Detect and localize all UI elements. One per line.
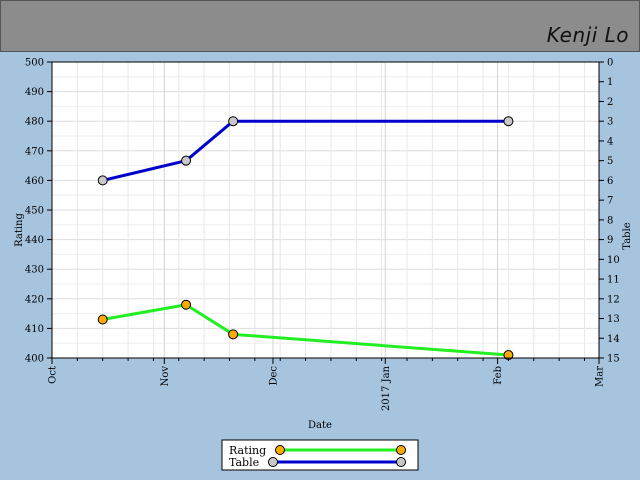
y-tick-label: 460 bbox=[25, 176, 44, 187]
x-tick-label: Nov bbox=[160, 366, 171, 387]
y2-tick-label: 13 bbox=[607, 314, 620, 325]
data-point-table bbox=[97, 175, 108, 186]
data-point-rating bbox=[181, 299, 192, 310]
legend-marker bbox=[396, 457, 406, 467]
y2-tick-label: 1 bbox=[607, 77, 613, 88]
y2-tick-label: 4 bbox=[607, 136, 613, 147]
y-tick-label: 430 bbox=[25, 265, 44, 276]
y2-tick-label: 14 bbox=[607, 334, 620, 345]
y2-tick-label: 12 bbox=[607, 294, 620, 305]
y-tick-label: 450 bbox=[25, 206, 44, 217]
series-layer bbox=[97, 116, 514, 361]
legend-label: Rating bbox=[229, 444, 266, 457]
data-point-table bbox=[503, 116, 514, 127]
y2-tick-label: 15 bbox=[607, 354, 620, 365]
x-tick-label: Oct bbox=[48, 366, 59, 384]
y-tick-label: 400 bbox=[25, 354, 44, 365]
y2-tick-label: 3 bbox=[607, 117, 613, 128]
x-tick-label: Dec bbox=[268, 366, 279, 386]
y2-tick-label: 6 bbox=[607, 176, 613, 187]
y2-tick-label: 11 bbox=[607, 275, 620, 286]
y-axis-title: Rating bbox=[14, 213, 25, 247]
y2-tick-label: 0 bbox=[607, 58, 613, 69]
x-tick-label: 2017 Jan bbox=[381, 365, 392, 411]
y2-tick-label: 8 bbox=[607, 215, 613, 226]
data-point-table bbox=[181, 155, 192, 166]
legend-marker bbox=[275, 445, 285, 455]
legend-label: Table bbox=[229, 456, 259, 469]
y2-tick-label: 9 bbox=[607, 235, 613, 246]
legend-box bbox=[221, 439, 419, 471]
data-point-rating bbox=[228, 329, 239, 340]
y2-tick-label: 2 bbox=[607, 97, 613, 108]
y2-tick-label: 7 bbox=[607, 196, 613, 207]
y2-axis-title: Table bbox=[622, 222, 633, 249]
series-line-table bbox=[102, 119, 509, 182]
x-axis-title: Date bbox=[308, 420, 332, 431]
x-tick-label: Feb bbox=[493, 366, 504, 385]
y2-tick-label: 5 bbox=[607, 156, 613, 167]
legend-marker bbox=[396, 445, 406, 455]
y-tick-label: 440 bbox=[25, 235, 44, 246]
x-tick-label: Mar bbox=[595, 366, 606, 387]
header-bar: Kenji Lo bbox=[0, 0, 640, 52]
y-tick-label: 410 bbox=[25, 324, 44, 335]
y-tick-label: 490 bbox=[25, 87, 44, 98]
data-point-table bbox=[228, 116, 239, 127]
y-tick-label: 420 bbox=[25, 294, 44, 305]
y-tick-label: 480 bbox=[25, 117, 44, 128]
series-line-rating bbox=[102, 303, 509, 357]
legend-marker bbox=[268, 457, 278, 467]
player-name: Kenji Lo bbox=[546, 23, 629, 47]
data-point-rating bbox=[97, 314, 108, 325]
y2-tick-label: 10 bbox=[607, 255, 620, 266]
y-tick-label: 500 bbox=[25, 58, 44, 69]
y-tick-label: 470 bbox=[25, 146, 44, 157]
